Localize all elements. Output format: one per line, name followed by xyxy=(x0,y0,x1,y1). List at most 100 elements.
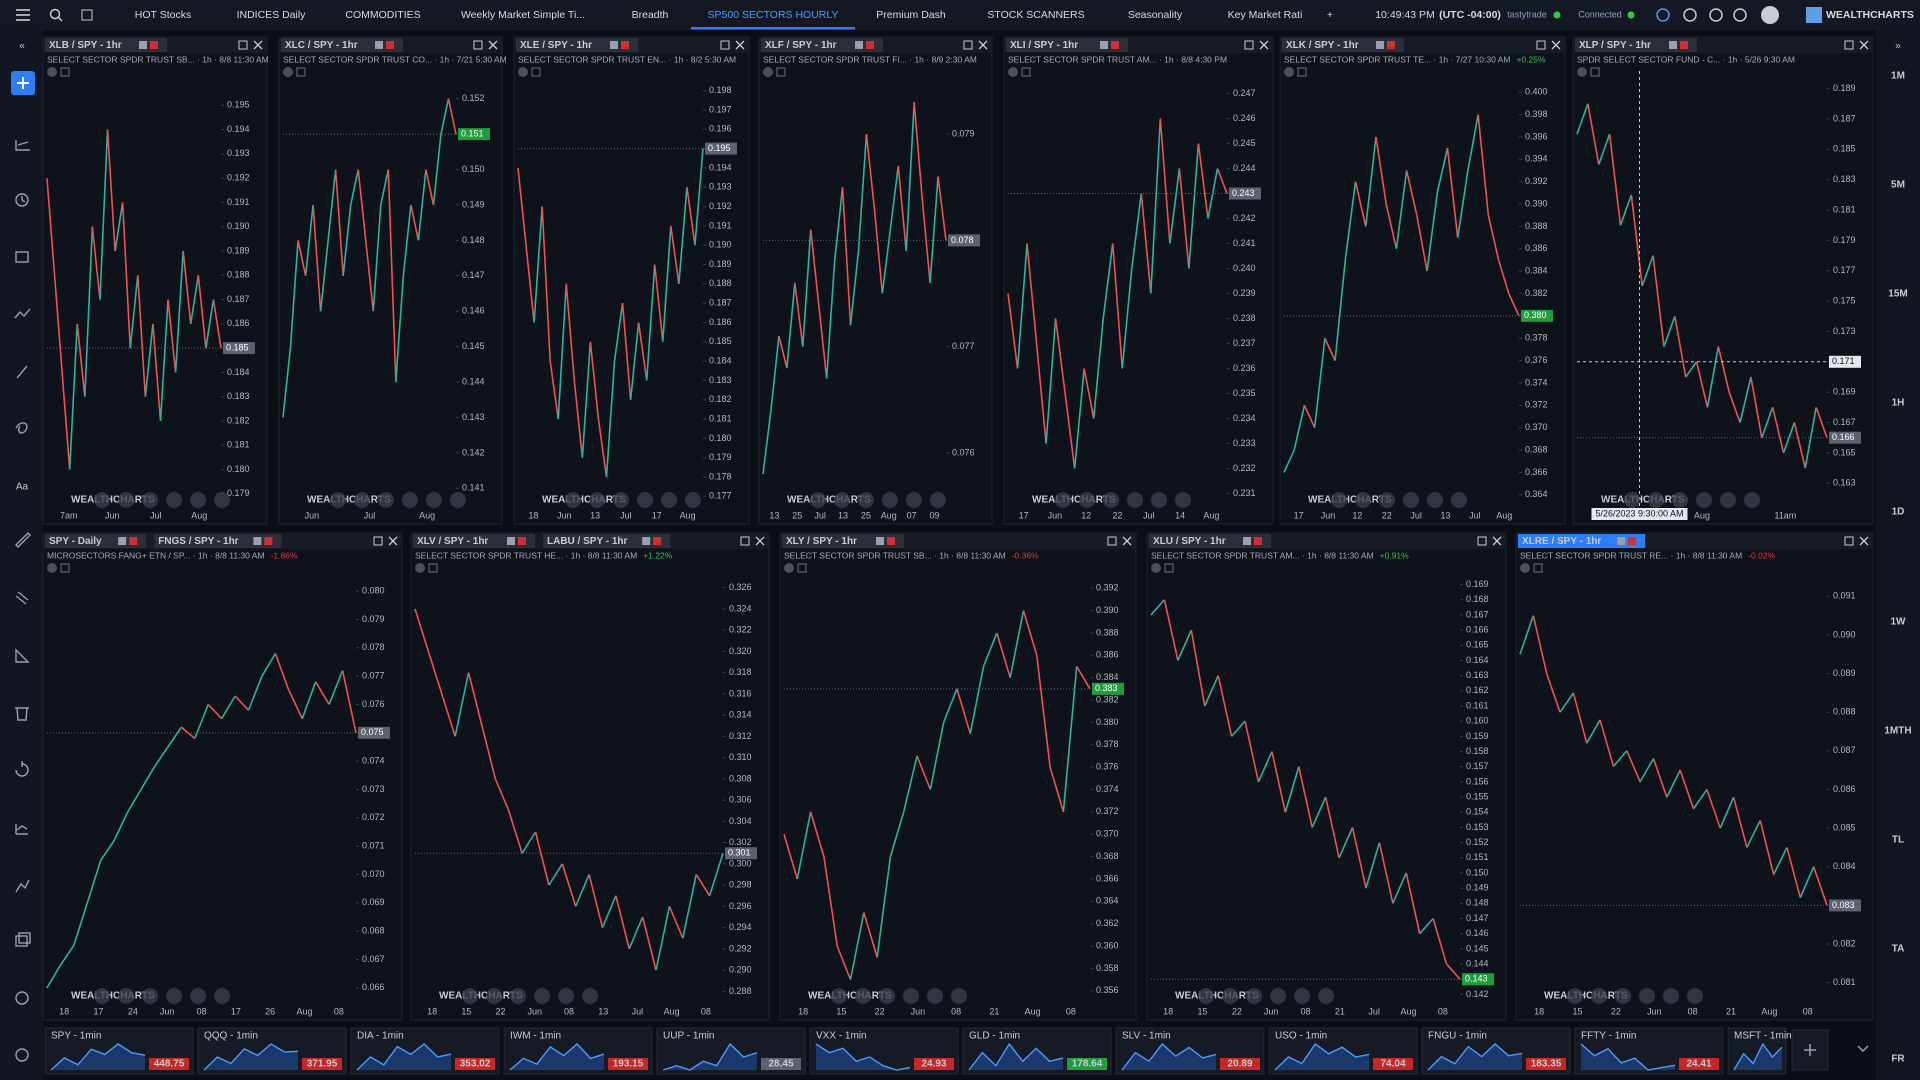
add-indicator-icon[interactable] xyxy=(428,563,438,573)
search-icon[interactable] xyxy=(49,8,63,22)
chart-panel[interactable]: XLP / SPY - 1hr SPDR SELECT SECTOR FUND -… xyxy=(1572,36,1874,525)
settings-icon[interactable] xyxy=(1284,67,1294,77)
chart-nav-button[interactable] xyxy=(810,492,826,508)
chart-nav-button[interactable] xyxy=(1055,492,1071,508)
nav-tab[interactable]: Weekly Market Simple Ti... xyxy=(461,9,585,21)
chart-nav-button[interactable] xyxy=(930,492,946,508)
chart-panel[interactable]: XLB / SPY - 1hr SELECT SECTOR SPDR TRUST … xyxy=(42,36,269,525)
chart-nav-button[interactable] xyxy=(685,492,701,508)
chart-nav-button[interactable] xyxy=(882,492,898,508)
panel-tab[interactable] xyxy=(1149,534,1271,548)
expand-icon[interactable] xyxy=(1844,536,1854,546)
chart-nav-button[interactable] xyxy=(906,492,922,508)
collapse-right[interactable]: » xyxy=(1895,41,1901,52)
toolbar-icon[interactable] xyxy=(1656,8,1670,22)
settings-icon[interactable] xyxy=(1151,563,1161,573)
add-indicator-icon[interactable] xyxy=(531,67,541,77)
chart-nav-button[interactable] xyxy=(1624,492,1640,508)
chart-nav-button[interactable] xyxy=(142,492,158,508)
collapse-strip-icon[interactable] xyxy=(1857,1045,1869,1053)
close-icon[interactable] xyxy=(978,40,988,50)
chart-nav-button[interactable] xyxy=(1663,988,1679,1004)
timeframe-button[interactable]: 1D xyxy=(1892,507,1905,518)
close-icon[interactable] xyxy=(1859,536,1869,546)
nav-tab[interactable]: COMMODITIES xyxy=(345,9,420,21)
drawing-tools[interactable] xyxy=(14,140,31,1062)
chart-nav-button[interactable] xyxy=(1687,988,1703,1004)
collapse-left[interactable]: « xyxy=(19,41,25,52)
chart-nav-button[interactable] xyxy=(1672,492,1688,508)
chart-nav-button[interactable] xyxy=(582,988,598,1004)
chart-nav-button[interactable] xyxy=(1696,492,1712,508)
layout-icon[interactable] xyxy=(81,9,93,21)
panel-tab[interactable] xyxy=(543,534,671,548)
timeframe-button[interactable]: 1W xyxy=(1891,617,1907,628)
chart-nav-button[interactable] xyxy=(214,492,230,508)
close-icon[interactable] xyxy=(735,40,745,50)
chart-nav-button[interactable] xyxy=(879,988,895,1004)
chart-nav-button[interactable] xyxy=(510,988,526,1004)
close-icon[interactable] xyxy=(1259,40,1269,50)
timeframe-button[interactable]: 1M xyxy=(1891,71,1905,82)
chart-nav-button[interactable] xyxy=(142,988,158,1004)
settings-icon[interactable] xyxy=(47,563,57,573)
chart-nav-button[interactable] xyxy=(378,492,394,508)
expand-icon[interactable] xyxy=(1107,536,1117,546)
chart-nav-button[interactable] xyxy=(534,988,550,1004)
timeframe-button[interactable]: TL xyxy=(1892,835,1904,846)
add-indicator-icon[interactable] xyxy=(60,563,70,573)
nav-tab[interactable]: SP500 SECTORS HOURLY xyxy=(708,9,839,21)
chart-panel[interactable]: XLI / SPY - 1hr SELECT SECTOR SPDR TRUST … xyxy=(1003,36,1274,525)
chart-nav-button[interactable] xyxy=(166,988,182,1004)
chart-nav-button[interactable] xyxy=(402,492,418,508)
timeframe-button[interactable]: 1MTH xyxy=(1884,726,1911,737)
chart-nav-button[interactable] xyxy=(94,492,110,508)
settings-icon[interactable] xyxy=(784,563,794,573)
chart-nav-button[interactable] xyxy=(190,988,206,1004)
panel-tab[interactable] xyxy=(45,38,167,52)
add-indicator-icon[interactable] xyxy=(296,67,306,77)
chart-nav-button[interactable] xyxy=(486,988,502,1004)
chart-nav-button[interactable] xyxy=(118,492,134,508)
add-tab[interactable]: + xyxy=(1327,9,1333,21)
chart-nav-button[interactable] xyxy=(589,492,605,508)
chart-nav-button[interactable] xyxy=(927,988,943,1004)
chart-nav-button[interactable] xyxy=(190,492,206,508)
expand-icon[interactable] xyxy=(963,40,973,50)
chart-nav-button[interactable] xyxy=(1567,988,1583,1004)
panel-tab[interactable] xyxy=(413,534,535,548)
nav-tab[interactable]: Key Market Rati xyxy=(1228,9,1303,21)
panel-tab[interactable] xyxy=(782,534,904,548)
expand-icon[interactable] xyxy=(238,40,248,50)
settings-icon[interactable] xyxy=(518,67,528,77)
panel-tab[interactable] xyxy=(281,38,403,52)
chart-nav-button[interactable] xyxy=(613,492,629,508)
add-indicator-icon[interactable] xyxy=(1533,563,1543,573)
panel-tab[interactable] xyxy=(154,534,282,548)
chart-panel[interactable]: XLU / SPY - 1hr SELECT SECTOR SPDR TRUST … xyxy=(1146,532,1507,1021)
nav-tab[interactable]: Seasonality xyxy=(1128,9,1183,21)
chart-nav-button[interactable] xyxy=(661,492,677,508)
chart-nav-button[interactable] xyxy=(1103,492,1119,508)
timeframe-button[interactable]: 5M xyxy=(1891,180,1905,191)
panel-tab[interactable] xyxy=(516,38,638,52)
toolbar-icon[interactable] xyxy=(1683,8,1697,22)
chart-nav-button[interactable] xyxy=(1331,492,1347,508)
expand-icon[interactable] xyxy=(1536,40,1546,50)
chart-nav-button[interactable] xyxy=(1151,492,1167,508)
add-indicator-icon[interactable] xyxy=(1297,67,1307,77)
chart-nav-button[interactable] xyxy=(951,988,967,1004)
panel-tab[interactable] xyxy=(1575,38,1697,52)
chart-nav-button[interactable] xyxy=(330,492,346,508)
settings-icon[interactable] xyxy=(1008,67,1018,77)
chart-nav-button[interactable] xyxy=(637,492,653,508)
add-indicator-icon[interactable] xyxy=(1021,67,1031,77)
nav-tab[interactable]: HOT Stocks xyxy=(135,9,191,21)
chart-nav-button[interactable] xyxy=(1615,988,1631,1004)
expand-icon[interactable] xyxy=(473,40,483,50)
chart-panel[interactable]: XLE / SPY - 1hr SELECT SECTOR SPDR TRUST … xyxy=(513,36,750,525)
chart-panel[interactable]: XLRE / SPY - 1hr SELECT SECTOR SPDR TRUST… xyxy=(1515,532,1874,1021)
add-indicator-icon[interactable] xyxy=(776,67,786,77)
chart-panel[interactable]: XLK / SPY - 1hr SELECT SECTOR SPDR TRUST … xyxy=(1279,36,1566,525)
close-icon[interactable] xyxy=(1122,536,1132,546)
